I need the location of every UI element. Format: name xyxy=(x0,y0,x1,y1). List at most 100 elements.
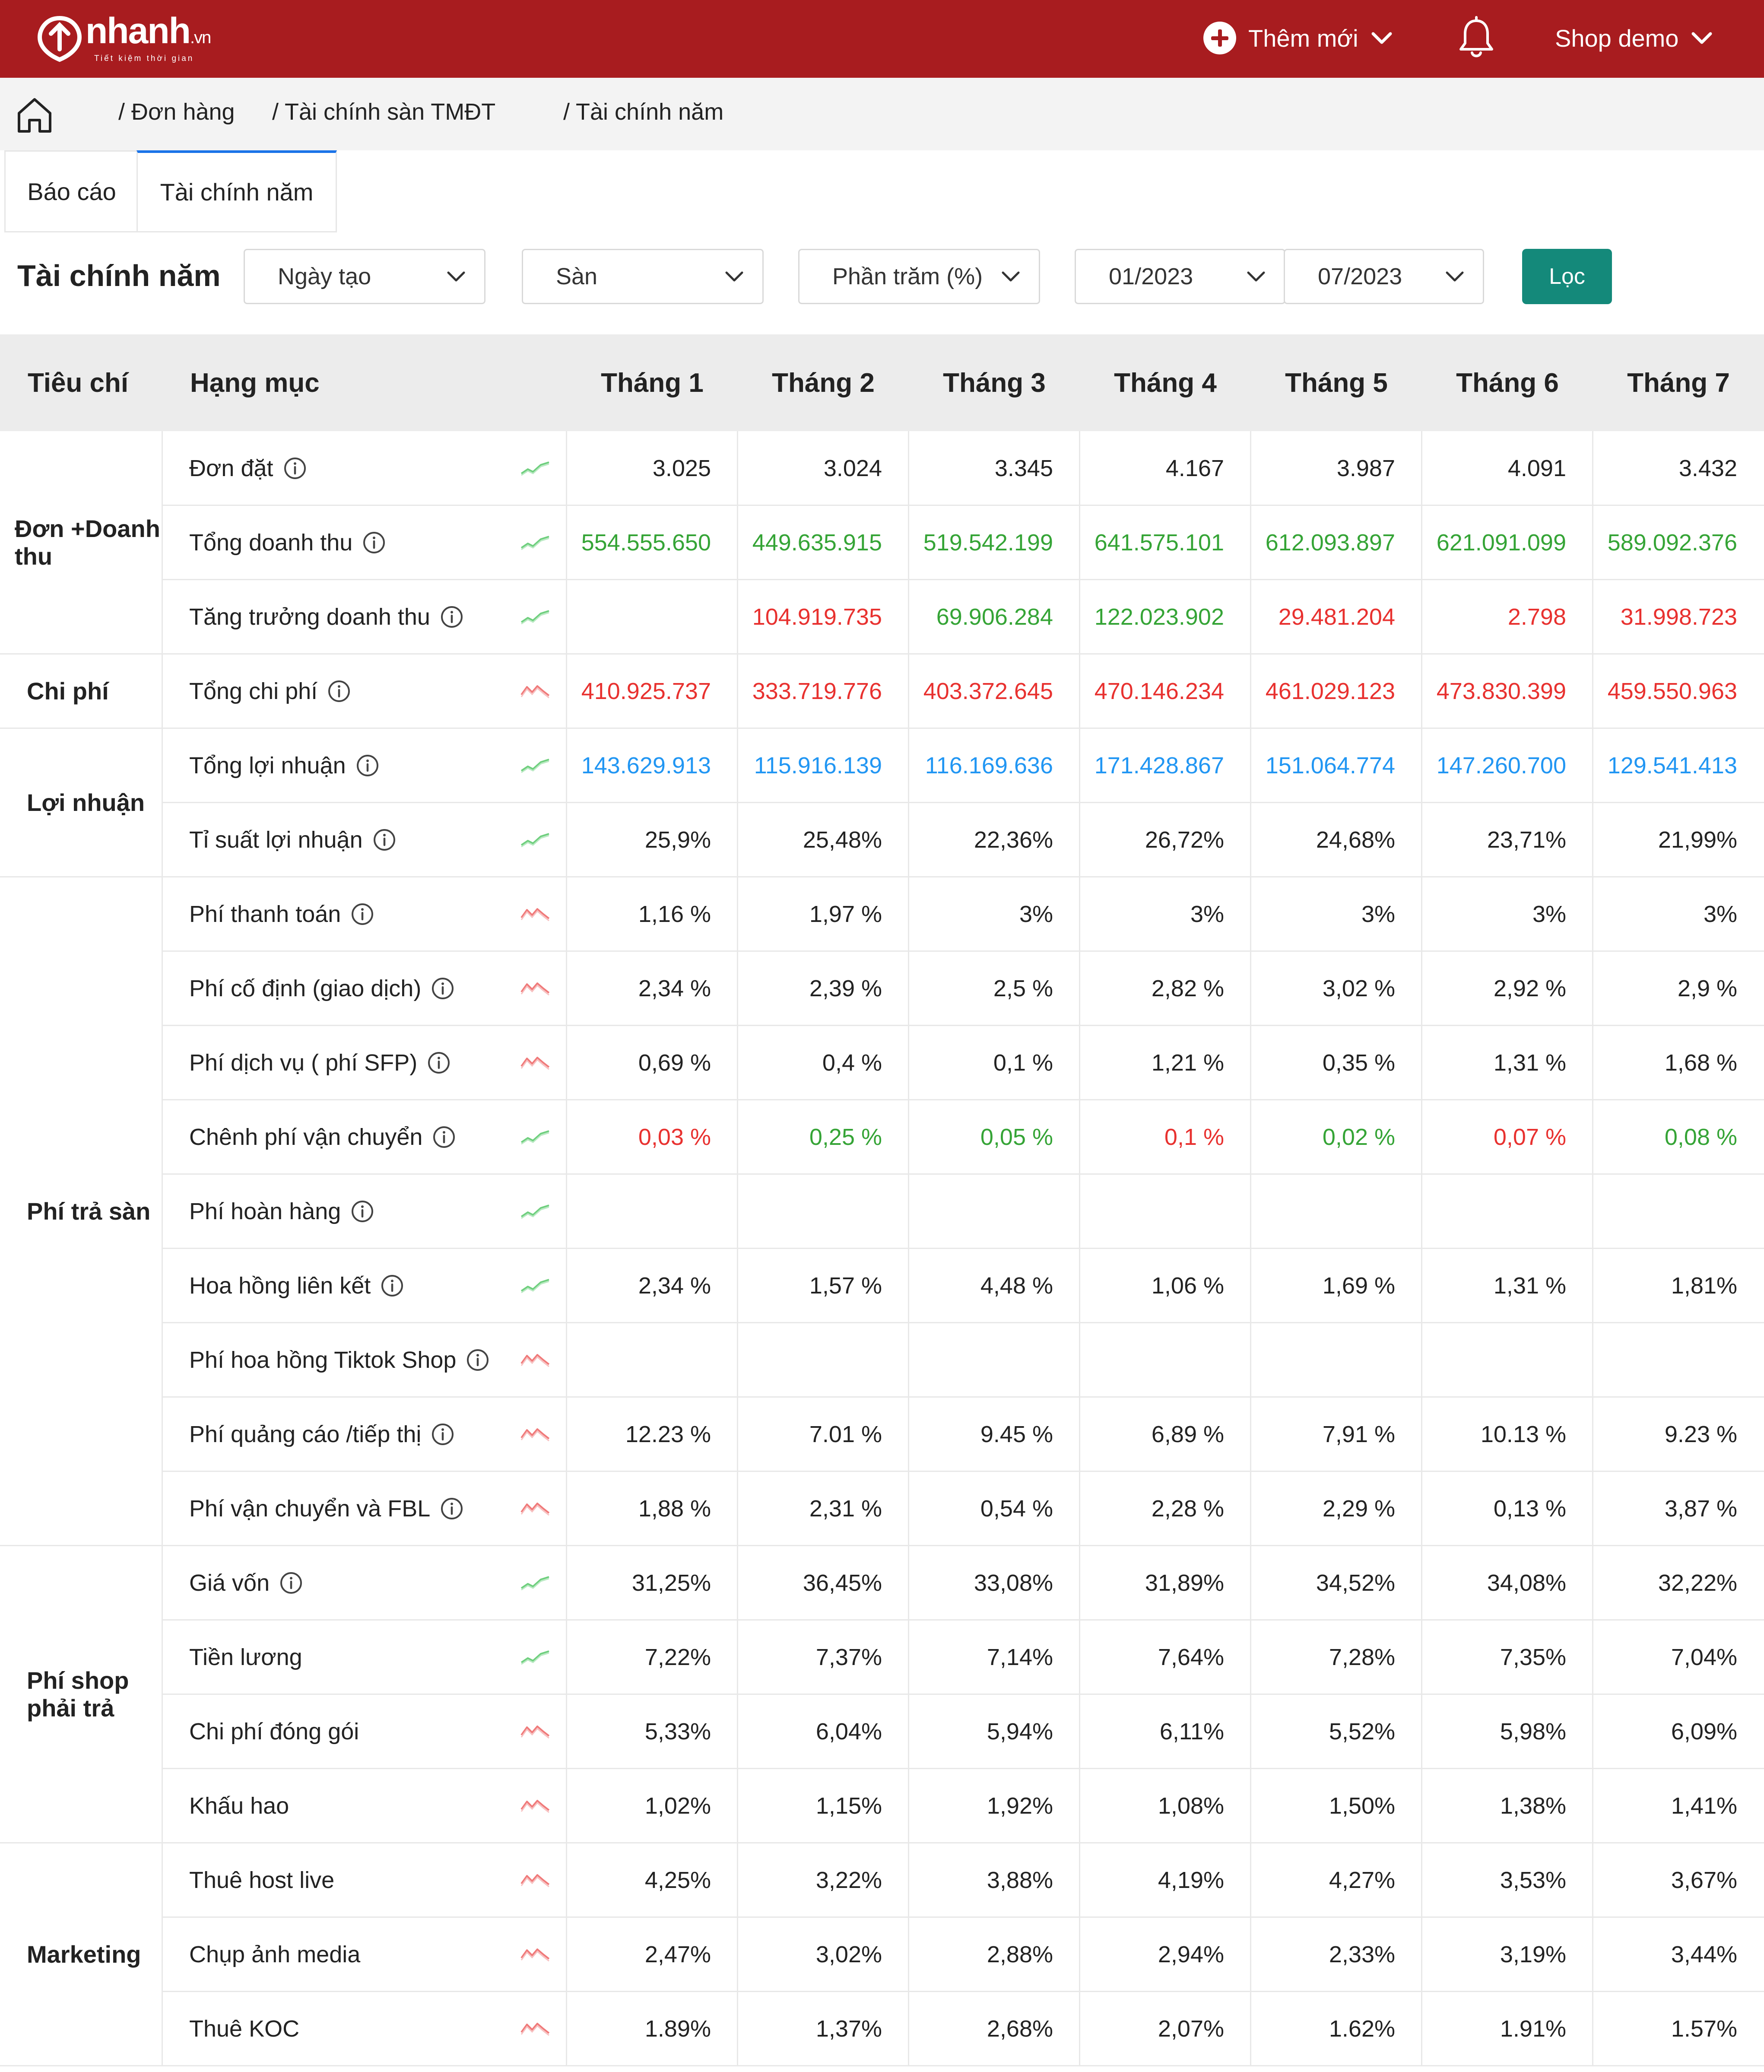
value-cell: 31,89% xyxy=(1145,1570,1224,1596)
trend-up-icon[interactable] xyxy=(520,832,550,848)
tab-report[interactable]: Báo cáo xyxy=(4,150,139,232)
value-cell: 612.093.897 xyxy=(1265,530,1395,556)
value-cell: 461.029.123 xyxy=(1265,678,1395,704)
trend-up-icon[interactable] xyxy=(520,1649,550,1665)
add-new-button[interactable]: Thêm mới xyxy=(1203,17,1394,59)
trend-down-icon[interactable] xyxy=(520,1872,550,1888)
category-cell: Lợi nhuận xyxy=(27,789,145,816)
value-cell: 3% xyxy=(1703,901,1737,927)
date-type-select[interactable]: Ngày tạo xyxy=(244,249,485,304)
from-month-select[interactable]: 01/2023 xyxy=(1075,249,1285,304)
trend-up-icon[interactable] xyxy=(520,1204,550,1219)
item-label: Chụp ảnh media xyxy=(189,1942,361,1967)
info-icon[interactable] xyxy=(350,902,374,926)
info-icon[interactable] xyxy=(355,753,380,778)
trend-up-icon[interactable] xyxy=(520,609,550,625)
value-cell: 4,25% xyxy=(644,1867,711,1893)
item-cell: Tổng chi phí xyxy=(189,654,351,728)
page-title: Tài chính năm xyxy=(17,259,221,292)
value-cell: 7,14% xyxy=(987,1644,1053,1670)
info-icon[interactable] xyxy=(279,1571,303,1595)
info-icon[interactable] xyxy=(427,1051,451,1075)
value-cell xyxy=(1422,1323,1593,1397)
tab-annual-finance[interactable]: Tài chính năm xyxy=(136,150,337,232)
header-month-4: Tháng 4 xyxy=(1114,368,1217,398)
trend-down-icon[interactable] xyxy=(520,2021,550,2037)
row-divider xyxy=(162,1991,1764,1992)
item-label: Khấu hao xyxy=(189,1793,289,1819)
value-cell: 7,35% xyxy=(1500,1644,1566,1670)
info-icon[interactable] xyxy=(283,456,307,480)
item-label: Tỉ suất lợi nhuận xyxy=(189,827,363,853)
group-divider xyxy=(0,653,1764,655)
trend-down-icon[interactable] xyxy=(520,981,550,996)
trend-down-icon[interactable] xyxy=(520,683,550,699)
item-cell: Phí vận chuyển và FBL xyxy=(189,1471,464,1546)
value-cell: 7,91 % xyxy=(1322,1421,1395,1447)
item-cell: Phí thanh toán xyxy=(189,877,374,951)
breadcrumb-orders[interactable]: / Đơn hàng xyxy=(118,99,235,125)
trend-down-icon[interactable] xyxy=(520,1947,550,1962)
trend-up-icon[interactable] xyxy=(520,1129,550,1145)
value-cell: 3,02 % xyxy=(1322,976,1395,1001)
info-icon[interactable] xyxy=(440,1497,464,1521)
value-cell: 0,1 % xyxy=(993,1050,1053,1076)
logo[interactable]: nhanh.vn Tiết kiệm thời gian xyxy=(34,12,211,64)
value-cell: 0,35 % xyxy=(1322,1050,1395,1076)
info-icon[interactable] xyxy=(362,531,386,555)
shop-selector[interactable]: Shop demo xyxy=(1555,17,1714,59)
trend-down-icon[interactable] xyxy=(520,1798,550,1814)
item-cell: Giá vốn xyxy=(189,1546,303,1620)
to-month-select[interactable]: 07/2023 xyxy=(1284,249,1484,304)
value-cell: 410.925.737 xyxy=(581,678,711,704)
value-cell: 1,08% xyxy=(1158,1793,1224,1819)
bell-icon[interactable] xyxy=(1456,16,1497,60)
from-month-value: 01/2023 xyxy=(1109,264,1193,289)
info-icon[interactable] xyxy=(440,605,464,629)
trend-down-icon[interactable] xyxy=(520,1055,550,1071)
value-cell: 9.45 % xyxy=(980,1421,1053,1447)
value-cell xyxy=(1080,1174,1251,1249)
trend-down-icon[interactable] xyxy=(520,1501,550,1516)
trend-up-icon[interactable] xyxy=(520,535,550,550)
breadcrumb-ecommerce-finance[interactable]: / Tài chính sàn TMĐT xyxy=(272,99,496,125)
trend-down-icon[interactable] xyxy=(520,1724,550,1739)
chevron-down-icon xyxy=(1002,271,1020,282)
value-cell: 2,68% xyxy=(987,2016,1053,2042)
trend-up-icon[interactable] xyxy=(520,758,550,773)
value-cell: 1,41% xyxy=(1671,1793,1737,1819)
item-cell: Khấu hao xyxy=(189,1769,289,1843)
trend-up-icon[interactable] xyxy=(520,1278,550,1293)
header-month-5: Tháng 5 xyxy=(1285,368,1388,398)
unit-select[interactable]: Phần trăm (%) xyxy=(798,249,1040,304)
filter-button[interactable]: Lọc xyxy=(1522,249,1612,304)
info-icon[interactable] xyxy=(327,679,351,703)
platform-select[interactable]: Sàn xyxy=(522,249,764,304)
header-month-7: Tháng 7 xyxy=(1627,368,1730,398)
home-icon[interactable] xyxy=(15,95,54,135)
item-label: Giá vốn xyxy=(189,1570,270,1596)
info-icon[interactable] xyxy=(431,1422,455,1446)
breadcrumb-annual-finance[interactable]: / Tài chính năm xyxy=(563,99,724,125)
info-icon[interactable] xyxy=(372,828,397,852)
value-cell xyxy=(1080,1323,1251,1397)
trend-down-icon[interactable] xyxy=(520,1352,550,1368)
trend-up-icon[interactable] xyxy=(520,461,550,476)
category-cell: Đơn +Doanh thu xyxy=(15,515,160,570)
column-divider xyxy=(1079,431,1080,2066)
trend-down-icon[interactable] xyxy=(520,906,550,922)
info-icon[interactable] xyxy=(432,1125,456,1149)
value-cell: 1.57% xyxy=(1671,2016,1737,2042)
value-cell: 2,88% xyxy=(987,1942,1053,1967)
trend-up-icon[interactable] xyxy=(520,1575,550,1591)
value-cell: 3,19% xyxy=(1500,1942,1566,1967)
value-cell: 3.345 xyxy=(994,455,1053,481)
item-label: Thuê KOC xyxy=(189,2016,300,2042)
info-icon[interactable] xyxy=(350,1199,374,1223)
trend-down-icon[interactable] xyxy=(520,1427,550,1442)
value-cell: 0,13 % xyxy=(1493,1496,1566,1522)
value-cell xyxy=(909,1323,1080,1397)
info-icon[interactable] xyxy=(466,1348,490,1372)
info-icon[interactable] xyxy=(431,976,455,1001)
info-icon[interactable] xyxy=(380,1274,404,1298)
